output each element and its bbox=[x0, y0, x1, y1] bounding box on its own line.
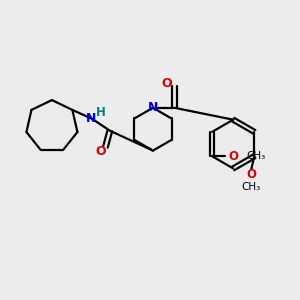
Text: N: N bbox=[148, 101, 158, 114]
Text: O: O bbox=[246, 168, 256, 181]
Text: CH₃: CH₃ bbox=[246, 151, 266, 161]
Text: O: O bbox=[162, 77, 172, 90]
Text: O: O bbox=[96, 145, 106, 158]
Text: H: H bbox=[95, 106, 105, 119]
Text: O: O bbox=[228, 150, 238, 163]
Text: N: N bbox=[86, 112, 97, 125]
Text: CH₃: CH₃ bbox=[242, 182, 261, 193]
